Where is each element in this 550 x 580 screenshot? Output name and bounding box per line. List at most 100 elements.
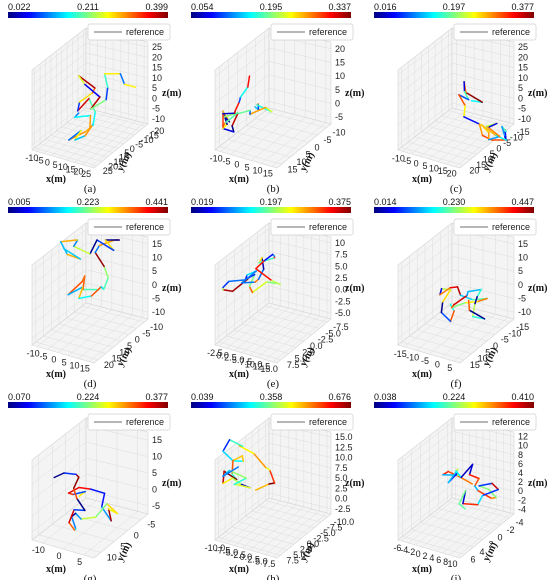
grid-line xyxy=(397,269,453,312)
trajectory-segment xyxy=(265,281,277,285)
trajectory-segment xyxy=(257,268,265,281)
panel-9: 0.038 0.224 0.410-6-4-2 0 2 4 6 8 10 6420-2-41210… xyxy=(374,392,547,580)
trajectory-segment xyxy=(463,90,470,101)
z-axis-label: z(m) xyxy=(528,478,547,489)
panel-4: 0.005 0.223 0.441-10 -5 0 5 10 15 20151050-5-101… xyxy=(8,197,181,390)
grid-line xyxy=(397,457,453,501)
x-tick-label: -10 xyxy=(392,153,405,163)
trajectory-segment xyxy=(231,477,243,486)
grid-line xyxy=(246,125,309,143)
grid-line xyxy=(424,323,488,342)
grid-line xyxy=(50,135,113,153)
z-tick-label: 6 xyxy=(518,459,523,469)
y-tick-label: 5 xyxy=(306,150,311,160)
grid-line xyxy=(408,500,463,544)
z-tick-label: 0 xyxy=(152,484,157,494)
grid-line xyxy=(82,305,145,323)
x-tick-label: -5.0 xyxy=(223,548,239,558)
trajectory-segment xyxy=(222,127,235,133)
x-tick-label: 7.5 xyxy=(240,357,253,367)
trajectory-segment xyxy=(100,506,112,522)
colorbar xyxy=(374,12,534,18)
z-tick-label: 20 xyxy=(518,52,528,62)
trajectory-segment xyxy=(222,112,236,115)
trajectory-segment xyxy=(459,294,474,301)
grid-line xyxy=(271,122,326,167)
grid-line xyxy=(451,52,515,68)
grid-line xyxy=(38,534,101,553)
z-tick-label: 10 xyxy=(152,452,162,462)
colorbar-tick-label: 0.410 xyxy=(511,392,534,402)
y-tick-label: 5 xyxy=(127,341,132,351)
y-tick-label: -10 xyxy=(510,132,523,142)
legend-box xyxy=(87,413,171,431)
grid-line xyxy=(82,120,137,165)
y-tick-label: -20 xyxy=(151,126,164,136)
grid-line xyxy=(402,536,465,555)
legend-box xyxy=(270,23,354,41)
x-tick-label: 0 xyxy=(414,158,419,168)
trajectory-segment xyxy=(231,113,239,127)
subplot-label: (a) xyxy=(84,183,97,195)
legend-box xyxy=(453,218,537,236)
grid-line xyxy=(397,42,453,86)
z-tick-label: 10 xyxy=(152,73,162,83)
trajectory-segment xyxy=(68,509,75,524)
trajectory-segment xyxy=(68,129,82,141)
grid-line xyxy=(214,432,270,476)
grid-line xyxy=(268,262,332,279)
y-tick-label: -5 xyxy=(135,139,143,149)
z-tick-label: 25 xyxy=(518,42,528,52)
grid-line xyxy=(238,521,301,539)
colorbar-tick-label: 0.337 xyxy=(328,2,351,12)
legend-label: reference xyxy=(492,417,530,427)
z-tick-label: -5 xyxy=(518,294,526,304)
colorbar xyxy=(191,207,351,213)
y-tick-label: 20 xyxy=(104,360,114,370)
colorbar-tick-label: 0.441 xyxy=(145,197,168,207)
z-tick-label: 10 xyxy=(335,71,345,81)
trajectory-segment xyxy=(473,485,479,492)
trajectory-segment xyxy=(67,286,84,296)
z-tick-label: 0 xyxy=(518,280,523,290)
trajectory-segment xyxy=(262,253,274,262)
trajectory-segment xyxy=(485,125,501,138)
colorbar-tick-label: 0.676 xyxy=(328,392,351,402)
trajectory-segment xyxy=(73,114,92,119)
x-tick-label: -5 xyxy=(222,157,230,167)
x-tick-label: -4 xyxy=(400,545,408,555)
grid-line xyxy=(89,122,145,168)
z-tick-label: -5 xyxy=(518,104,526,114)
y-tick-label: -4 xyxy=(516,518,524,528)
grid-line xyxy=(397,484,453,527)
grid-line xyxy=(265,510,320,555)
trajectory-segment xyxy=(106,503,118,515)
grid-line xyxy=(268,47,332,63)
grid-line xyxy=(66,317,129,335)
grid-line xyxy=(268,274,332,290)
legend-label: reference xyxy=(309,417,347,427)
grid-line xyxy=(85,269,149,286)
y-tick-label: 0 xyxy=(493,341,498,351)
colorbar-tick-label: 0.014 xyxy=(374,197,397,207)
grid-line xyxy=(440,311,503,329)
trajectory-segment xyxy=(440,287,452,291)
grid-line xyxy=(268,285,332,302)
z-axis-label: z(m) xyxy=(345,88,364,99)
grid-line xyxy=(56,130,119,149)
x-tick-label: 0 xyxy=(45,158,50,168)
grid-line xyxy=(214,285,270,329)
z-tick-label: 25 xyxy=(152,42,162,52)
trajectory-segment xyxy=(76,497,86,512)
y-tick-label: 10 xyxy=(107,553,117,563)
x-tick-label: 12.5 xyxy=(253,362,271,372)
trajectory-segment xyxy=(478,123,484,137)
x-tick-label: 5.0 xyxy=(255,557,268,567)
trajectory-segment xyxy=(53,472,65,479)
grid-line xyxy=(268,74,332,91)
trajectory-segment xyxy=(103,73,109,88)
z-tick-label: -5 xyxy=(152,104,160,114)
grid-line xyxy=(265,305,328,323)
trajectory-segment xyxy=(440,311,452,323)
z-tick-label: 10 xyxy=(335,238,345,248)
